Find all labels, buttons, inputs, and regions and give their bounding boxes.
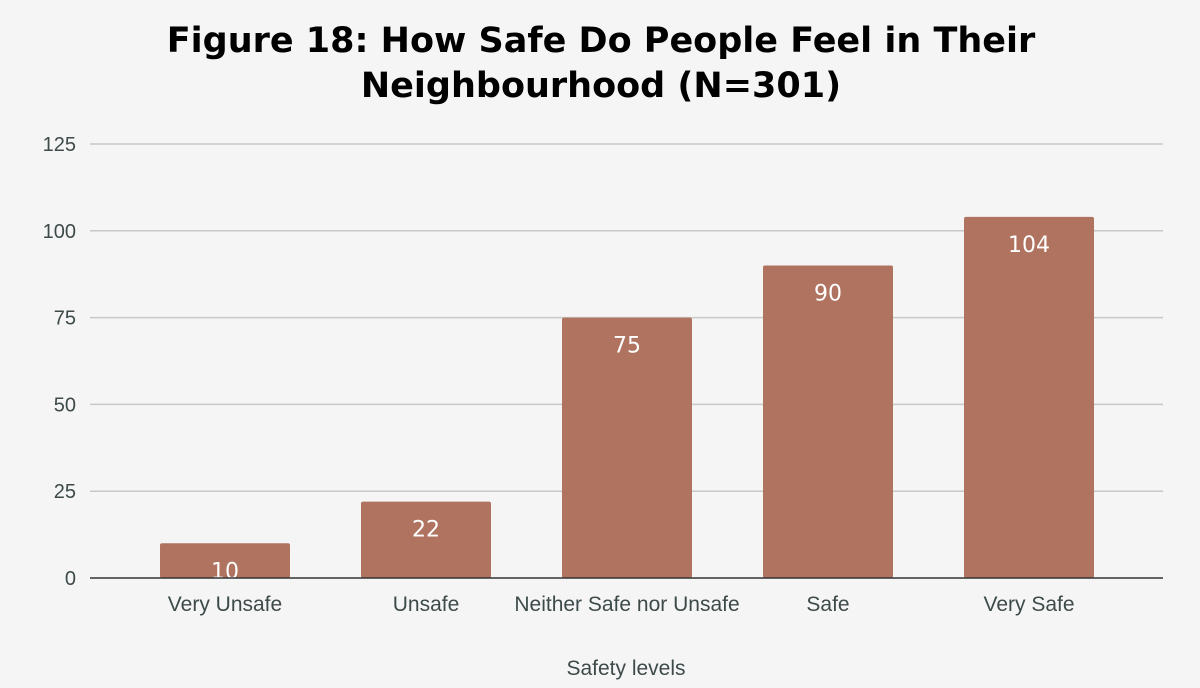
x-category-label: Very Safe [983, 593, 1074, 616]
data-label: 75 [613, 334, 641, 359]
y-tick-label: 50 [54, 394, 76, 416]
x-axis-title: Safety levels [566, 657, 685, 680]
x-category-label: Unsafe [393, 593, 460, 616]
x-category-label: Safe [806, 593, 849, 616]
chart-title-line-1: Figure 18: How Safe Do People Feel in Th… [167, 21, 1036, 61]
bar [964, 216, 1094, 579]
y-tick-label: 25 [54, 481, 76, 503]
data-label: 22 [412, 518, 440, 543]
bar [562, 317, 692, 578]
data-label: 90 [814, 282, 842, 307]
y-tick-label: 0 [65, 568, 76, 590]
data-label: 104 [1008, 233, 1050, 258]
bars [160, 216, 1094, 579]
x-axis-categories: Very Unsafe Unsafe Neither Safe nor Unsafe… [168, 593, 1075, 616]
data-label: 10 [211, 559, 239, 584]
y-tick-label: 100 [43, 221, 76, 243]
bar [160, 543, 290, 578]
y-tick-label: 75 [54, 308, 76, 330]
y-axis-ticks: 0 25 50 75 100 125 [43, 134, 76, 590]
chart-title-line-2: Neighbourhood (N=301) [361, 66, 841, 106]
x-category-label: Very Unsafe [168, 593, 282, 616]
bar [763, 265, 893, 578]
y-tick-label: 125 [43, 134, 76, 156]
bar [361, 501, 491, 578]
data-labels: 10 22 75 90 104 [211, 233, 1050, 584]
x-category-label: Neither Safe nor Unsafe [514, 593, 739, 616]
